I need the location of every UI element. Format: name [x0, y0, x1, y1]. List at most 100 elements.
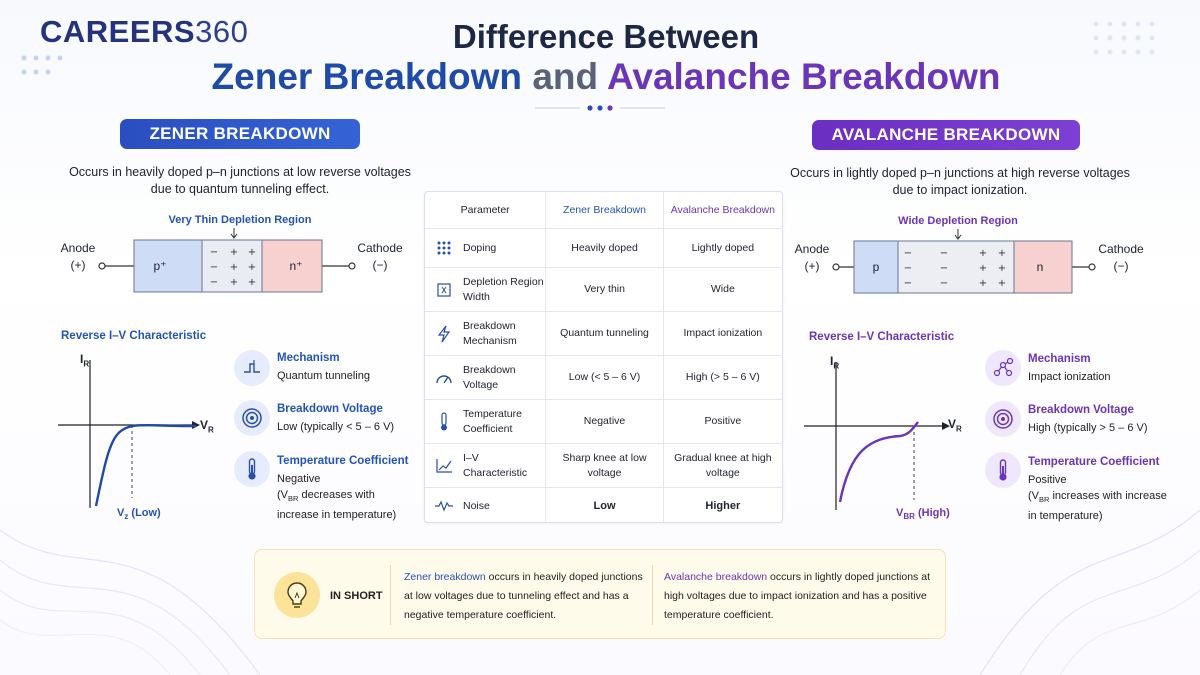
table-param-text: Breakdown Mechanism	[463, 319, 517, 347]
table-cell-avalanche: Higher	[662, 488, 782, 522]
zener-iv-title: Reverse I–V Characteristic	[61, 330, 207, 342]
svg-text:−: −	[210, 262, 218, 273]
zener-cathode-sign: (−)	[372, 258, 388, 272]
depletion-icon	[433, 282, 455, 298]
avalanche-vbr-suffix: (High)	[914, 507, 950, 519]
table-param-text: Temperature Coefficient	[463, 407, 522, 435]
zener-junction-diagram: − + + − + + − + +	[98, 239, 356, 293]
zener-anode-text: Anode	[60, 241, 96, 255]
avalanche-n-label: n	[1036, 260, 1044, 274]
gauge-icon	[433, 371, 455, 385]
zener-iv-graph	[58, 360, 200, 508]
network-icon	[985, 350, 1021, 386]
table-param-text: Noise	[463, 499, 490, 512]
zener-vz-text: V	[117, 507, 125, 519]
avalanche-junction-diagram: − − + + − − + + − − + +	[832, 240, 1096, 294]
table-cell-avalanche: Lightly doped	[662, 229, 782, 267]
title-zener: Zener Breakdown	[211, 56, 523, 97]
avalanche-axis-x-text: V	[948, 417, 957, 431]
avalanche-prop-mechanism-title: Mechanism	[1028, 353, 1091, 365]
table-cell-zener: Heavily doped	[545, 229, 662, 267]
avalanche-prop-voltage-value: High (typically > 5 – 6 V)	[1028, 422, 1148, 434]
avalanche-vbr-label: VBR (High)	[896, 507, 950, 521]
in-short-zener-body: occurs in heavily doped junctions at low…	[404, 571, 643, 621]
zener-prop-voltage-title: Breakdown Voltage	[277, 403, 383, 415]
zener-vz-suffix: (Low)	[128, 507, 161, 519]
zener-axis-x-text: V	[200, 418, 209, 432]
avalanche-description: Occurs in lightly doped p–n junctions at…	[790, 166, 1130, 197]
table-cell-zener: Low (< 5 – 6 V)	[545, 356, 662, 399]
table-row: Noise Low Higher	[425, 487, 782, 522]
avalanche-prop-mechanism-value: Impact ionization	[1028, 371, 1111, 383]
zener-n-label: n⁺	[289, 259, 303, 273]
svg-text:−: −	[940, 278, 948, 289]
target-icon	[985, 401, 1021, 437]
brand-logo: CAREERS360	[40, 14, 248, 50]
zener-temp-note-post: decreases with increase in temperature)	[277, 489, 397, 522]
avalanche-cathode-label: Cathode (−)	[1090, 241, 1152, 275]
thermometer-icon	[433, 411, 455, 432]
avalanche-axis-y-label: IR	[830, 354, 839, 370]
table-header-row: Parameter Zener Breakdown Avalanche Brea…	[425, 192, 782, 228]
svg-text:−: −	[940, 248, 948, 259]
zener-depletion-label: Very Thin Depletion Region	[168, 214, 312, 226]
svg-text:−: −	[210, 247, 218, 258]
title-and: and	[532, 56, 599, 97]
in-short-label: IN SHORT	[330, 590, 383, 602]
avalanche-iv-graph	[804, 362, 950, 510]
svg-text:+: +	[998, 263, 1006, 274]
avalanche-temp-note-post: increases with increase in temperature)	[1028, 490, 1167, 523]
table-cell-param: Temperature Coefficient	[425, 400, 545, 443]
table-cell-avalanche: High (> 5 – 6 V)	[662, 356, 782, 399]
avalanche-axis-x-label: VR	[948, 417, 962, 433]
table-cell-zener: Very thin	[545, 268, 662, 311]
title-underline	[535, 105, 665, 111]
table-param-text: Doping	[463, 241, 497, 254]
comparison-table: Parameter Zener Breakdown Avalanche Brea…	[424, 191, 783, 523]
svg-text:−: −	[940, 263, 948, 274]
wave-icon	[433, 500, 455, 512]
svg-text:+: +	[230, 277, 238, 288]
zener-prop-mechanism-title: Mechanism	[277, 352, 340, 364]
in-short-avalanche-lead: Avalanche breakdown	[664, 571, 768, 583]
table-cell-zener: Negative	[545, 400, 662, 443]
avalanche-axis-y-text: I	[830, 354, 834, 368]
avalanche-cathode-text: Cathode	[1098, 242, 1144, 256]
table-row: Doping Heavily doped Lightly doped	[425, 228, 782, 267]
avalanche-anode-label: Anode (+)	[782, 241, 842, 275]
zener-vz-sub: z	[124, 512, 129, 522]
avalanche-vbr-text: V	[896, 507, 904, 519]
avalanche-temp-note-pre: (V	[1028, 490, 1039, 502]
svg-text:+: +	[998, 278, 1006, 289]
table-cell-zener: Quantum tunneling	[545, 312, 662, 355]
zener-axis-y-text: I	[80, 352, 84, 366]
svg-text:+: +	[248, 262, 256, 273]
zener-description: Occurs in heavily doped p–n junctions at…	[69, 165, 411, 196]
zener-temp-note-pre: (V	[277, 489, 288, 501]
table-cell-param: Breakdown Mechanism	[425, 312, 545, 355]
avalanche-cathode-sign: (−)	[1113, 259, 1129, 273]
table-cell-zener: Low	[545, 488, 662, 522]
table-header-zener: Zener Breakdown	[545, 192, 662, 228]
thermometer-icon	[985, 452, 1021, 488]
svg-text:+: +	[979, 263, 987, 274]
zener-anode-label: Anode (+)	[48, 240, 108, 274]
svg-text:+: +	[979, 248, 987, 259]
zener-cathode-text: Cathode	[357, 241, 403, 255]
table-row: Breakdown Voltage Low (< 5 – 6 V) High (…	[425, 355, 782, 399]
thermometer-icon	[234, 451, 270, 487]
zener-depletion-arrow	[230, 228, 238, 239]
decorative-dots-top-right	[1093, 21, 1155, 55]
table-cell-avalanche: Gradual knee at high voltage	[662, 444, 782, 487]
table-row: Temperature Coefficient Negative Positiv…	[425, 399, 782, 443]
svg-text:−: −	[904, 248, 912, 259]
in-short-avalanche-text: Avalanche breakdown occurs in lightly do…	[664, 568, 934, 625]
avalanche-iv-title: Reverse I–V Characteristic	[809, 331, 955, 343]
svg-text:+: +	[248, 247, 256, 258]
svg-text:+: +	[998, 248, 1006, 259]
table-row: I–V Characteristic Sharp knee at low vol…	[425, 443, 782, 487]
avalanche-vbr-sub: BR	[903, 512, 915, 522]
table-header-parameter: Parameter	[460, 203, 510, 216]
table-cell-param: Doping	[425, 229, 545, 267]
table-row: Breakdown Mechanism Quantum tunneling Im…	[425, 311, 782, 355]
